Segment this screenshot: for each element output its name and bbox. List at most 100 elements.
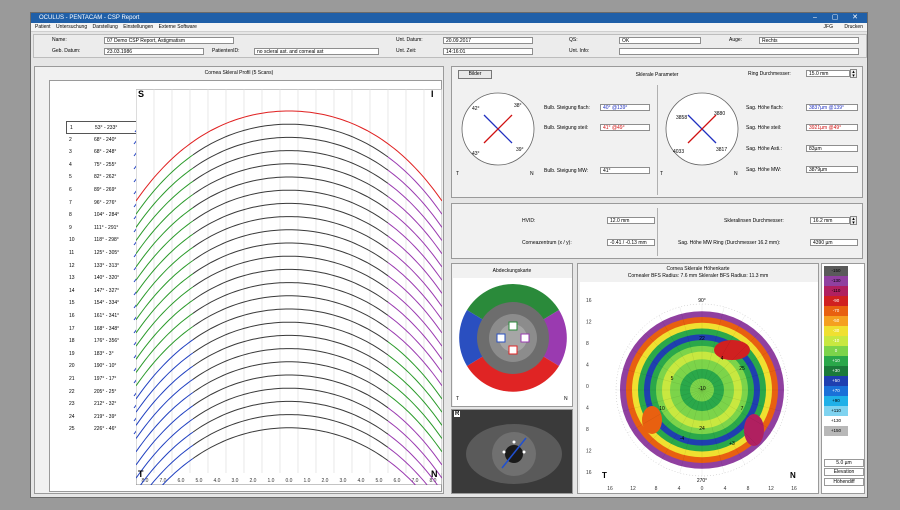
scan-angle: 147° - 327° (94, 287, 120, 294)
scan-row[interactable]: 9 111° - 291° (66, 222, 146, 235)
zone-value: 10 (659, 406, 665, 412)
images-button[interactable]: Bilder (458, 70, 492, 79)
profile-curve-segment (387, 460, 417, 485)
y-tick: 16 (586, 470, 592, 476)
scan-row[interactable]: 22 205° - 25° (66, 386, 146, 399)
scan-row[interactable]: 2 68° - 240° (66, 134, 146, 147)
menu-drucken[interactable]: Drucken (844, 24, 863, 30)
x-tick: 0 (701, 486, 704, 492)
scan-row[interactable]: 18 176° - 356° (66, 335, 146, 348)
profile-curve (192, 400, 389, 435)
scan-row[interactable]: 13 140° - 320° (66, 272, 146, 285)
x-tick: 7.0 (412, 478, 419, 484)
eye-photo (452, 410, 572, 493)
scan-number: 5 (69, 174, 72, 181)
scan-row[interactable]: 12 133° - 313° (66, 260, 146, 273)
menu-patient[interactable]: Patient (35, 24, 51, 30)
scan-row[interactable]: 4 75° - 255° (66, 159, 146, 172)
scan-number: 12 (69, 262, 75, 269)
profile-curve-segment (387, 381, 442, 439)
scan-row[interactable]: 8 104° - 284° (66, 209, 146, 222)
scan-number: 10 (69, 237, 75, 244)
scan-row[interactable]: 15 154° - 334° (66, 297, 146, 310)
qs-field: OK (619, 37, 701, 44)
profile-curve-segment (387, 262, 442, 321)
scan-row[interactable]: 3 68° - 248° (66, 146, 146, 159)
close-icon[interactable]: ✕ (852, 14, 858, 21)
scan-row[interactable]: 10 118° - 298° (66, 234, 146, 247)
scan-angle: 75° - 255° (94, 161, 117, 168)
color-scale-cell: -130 (824, 276, 848, 286)
scan-number: 6 (69, 187, 72, 193)
menu-einstellungen[interactable]: Einstellungen (123, 24, 154, 30)
color-scale-cell: +10 (824, 356, 848, 366)
coverage-map (453, 278, 572, 406)
profile-curve (192, 308, 389, 343)
profile-curve-segment (387, 235, 442, 294)
scan-row[interactable]: 16 161° - 341° (66, 310, 146, 323)
maximize-icon[interactable]: ▢ (831, 14, 839, 21)
scan-angle: 219° - 39° (94, 413, 117, 420)
x-tick: 12 (768, 486, 774, 492)
lens-diameter-field[interactable]: 16.2 mm (810, 217, 850, 224)
x-tick: 8 (747, 486, 750, 492)
ring-diameter-field[interactable]: 15.0 mm (806, 70, 850, 77)
minimize-icon[interactable]: – (813, 14, 817, 21)
profile-curve (192, 348, 389, 382)
scan-angle: 118° - 298° (94, 237, 119, 244)
profile-curve (192, 427, 389, 462)
scan-angle: 197° - 17° (94, 376, 117, 382)
scan-row[interactable]: 24 219° - 39° (66, 411, 146, 424)
scan-row[interactable]: 6 89° - 269° (66, 184, 146, 197)
menu-untersuchung[interactable]: Untersuchung (55, 24, 88, 30)
time-field: 14:16:01 (443, 48, 533, 55)
scan-row[interactable]: 5 82° - 262° (66, 171, 146, 184)
zone-value: 5 (671, 376, 674, 382)
lens-diameter-spinner[interactable]: ▴ ▾ (850, 216, 857, 226)
profile-curve-segment (136, 180, 194, 241)
scan-row[interactable]: 19 183° - 3° (66, 348, 146, 361)
corner-label-s: S (138, 89, 145, 99)
title-bar: OCULUS - PENTACAM - CSP Report – ▢ ✕ (31, 13, 867, 23)
scan-row[interactable]: 14 147° - 327° (66, 285, 146, 298)
scale-mode-field[interactable]: Elevation (824, 468, 864, 476)
x-tick: 8 (655, 486, 658, 492)
scan-row[interactable]: 23 212° - 32° (66, 398, 146, 411)
color-scale-cell: -70 (824, 306, 848, 316)
x-tick: 4 (724, 486, 727, 492)
elevation-hotspot (642, 406, 662, 434)
profile-curve-segment (136, 273, 194, 334)
eye-badge-r: R (454, 411, 461, 417)
color-scale-cell: 0 (824, 346, 848, 356)
scan-number: 24 (69, 413, 75, 420)
hvid-panel: HVID: 12.0 mm Corneazentrum (x / y): -0.… (451, 203, 863, 259)
scale-ref-field[interactable]: Höhendiff (824, 478, 864, 486)
scan-row[interactable]: 7 96° - 276° (66, 197, 146, 210)
menu-darstellung[interactable]: Darstellung (92, 24, 118, 30)
menu-externe-software[interactable]: Externe Software (158, 24, 197, 30)
y-tick: 8 (586, 427, 589, 433)
x-tick: 8.0 (142, 478, 149, 484)
scan-row[interactable]: 25 226° - 46° (66, 423, 146, 436)
x-tick: 6.0 (178, 478, 185, 484)
scan-row[interactable]: 1 53° - 233° (66, 121, 146, 134)
zone-value: -4 (680, 436, 685, 442)
scan-number: 1 (70, 125, 73, 131)
y-tick: 4 (586, 406, 589, 412)
scan-number: 8 (69, 212, 72, 219)
scan-row[interactable]: 17 168° - 348° (66, 323, 146, 336)
height-map-panel: Cornea Sklerale Höhenkarte Cornealer BFS… (577, 263, 819, 494)
scan-row[interactable]: 20 190° - 10° (66, 360, 146, 373)
scan-angle: 104° - 284° (94, 212, 120, 219)
zone-value: 22 (699, 336, 705, 342)
scale-step-field[interactable]: 5.0 µm (824, 459, 864, 467)
ring-diameter-spinner[interactable]: ▴ ▾ (850, 69, 857, 79)
scan-angle: 111° - 291° (94, 224, 119, 231)
profile-curve-segment (387, 222, 442, 281)
x-tick: 6.0 (394, 478, 401, 484)
menu-jfg[interactable]: JFG (823, 24, 833, 30)
x-tick: 5.0 (376, 478, 383, 484)
scan-row[interactable]: 21 197° - 17° (66, 373, 146, 386)
profile-curve-segment (387, 328, 442, 387)
scan-row[interactable]: 11 125° - 305° (66, 247, 146, 260)
